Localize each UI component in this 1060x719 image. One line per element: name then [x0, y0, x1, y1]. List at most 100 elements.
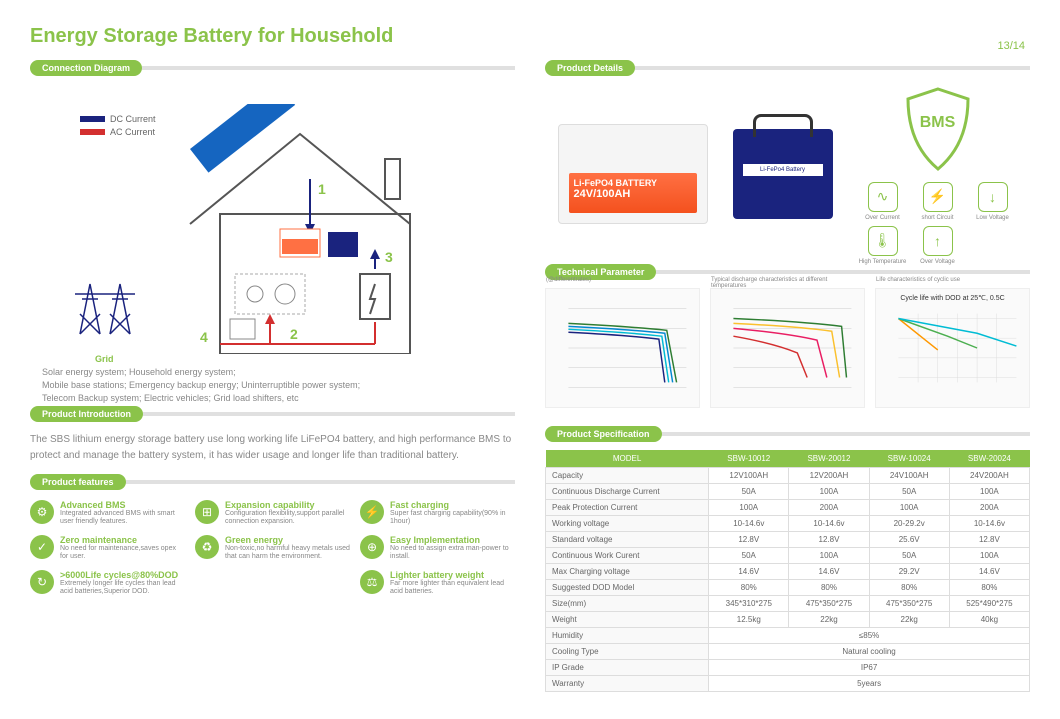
bms-icon-item: 🌡High Temperature	[858, 226, 908, 265]
feature-title: Lighter battery weight	[390, 570, 515, 580]
feature-item: ⚡Fast chargingSuper fast charging capabi…	[360, 500, 515, 527]
grid-towers-icon	[70, 274, 150, 344]
feature-desc: Super fast charging capability(90% in 1h…	[390, 510, 515, 527]
table-cell: IP67	[709, 660, 1030, 676]
table-cell: 100A	[949, 484, 1029, 500]
feature-title: Advanced BMS	[60, 500, 185, 510]
table-cell: 80%	[869, 580, 949, 596]
feature-desc: Integrated advanced BMS with smart user …	[60, 510, 185, 527]
table-cell: 12.8V	[949, 532, 1029, 548]
table-cell: 100A	[789, 484, 869, 500]
protection-icon: ↑	[923, 226, 953, 256]
table-cell: 100A	[949, 548, 1029, 564]
table-cell: 200A	[949, 500, 1029, 516]
table-header: SBW-20012	[789, 450, 869, 468]
table-cell: Weight	[546, 612, 709, 628]
legend: DC Current AC Current	[80, 114, 156, 140]
table-cell: 475*350*275	[789, 596, 869, 612]
section-spec: Product Specification	[545, 426, 1030, 442]
intro-text: The SBS lithium energy storage battery u…	[30, 432, 515, 464]
section-intro: Product Introduction	[30, 406, 515, 422]
table-cell: 525*490*275	[949, 596, 1029, 612]
page-number: 13/14	[997, 40, 1025, 52]
table-cell: Max Charging voltage	[546, 564, 709, 580]
table-cell: 22kg	[789, 612, 869, 628]
table-cell: 345*310*275	[709, 596, 789, 612]
table-cell: 50A	[709, 548, 789, 564]
table-cell: 80%	[709, 580, 789, 596]
table-cell: Peak Protection Current	[546, 500, 709, 516]
table-cell: 14.6V	[789, 564, 869, 580]
feature-icon: ↻	[30, 570, 54, 594]
icon-label: Over Current	[858, 215, 908, 221]
table-cell: Cooling Type	[546, 644, 709, 660]
bms-icon-item: ↓Low Voltage	[968, 182, 1018, 221]
section-details: Product Details	[545, 60, 1030, 76]
feature-item: ♻Green energyNon-toxic,no harmful heavy …	[195, 535, 350, 562]
section-label: Product features	[30, 474, 126, 490]
icon-label: short Circuit	[913, 215, 963, 221]
connection-diagram: DC Current AC Current 1 2 3 4	[30, 84, 515, 364]
table-cell: 12.8V	[789, 532, 869, 548]
svg-text:2: 2	[290, 326, 298, 342]
chart-rates: (@differentrates)	[545, 288, 700, 408]
table-cell: 5years	[709, 676, 1030, 692]
section-label: Connection Diagram	[30, 60, 142, 76]
feature-item: ⊕Easy ImplementationNo need to assign ex…	[360, 535, 515, 562]
protection-icon: ↓	[978, 182, 1008, 212]
section-label: Product Details	[545, 60, 635, 76]
ac-swatch	[80, 129, 105, 135]
table-cell: 12V200AH	[789, 468, 869, 484]
features-grid: ⚙Advanced BMSIntegrated advanced BMS wit…	[30, 500, 515, 596]
feature-title: Easy Implementation	[390, 535, 515, 545]
table-cell: 100A	[709, 500, 789, 516]
table-cell: Continuous Discharge Current	[546, 484, 709, 500]
protection-icon: 🌡	[868, 226, 898, 256]
section-features: Product features	[30, 474, 515, 490]
svg-text:1: 1	[318, 181, 326, 197]
feature-title: Fast charging	[390, 500, 515, 510]
feature-icon: ⊞	[195, 500, 219, 524]
bms-icon-item: ∿Over Current	[858, 182, 908, 221]
feature-icon: ⚖	[360, 570, 384, 594]
icon-label: Over Voltage	[913, 259, 963, 265]
house-svg: 1 2 3 4	[160, 104, 440, 354]
table-cell: 29.2V	[869, 564, 949, 580]
chart-temp: Typical discharge characteristics at dif…	[710, 288, 865, 408]
feature-icon: ✓	[30, 535, 54, 559]
table-cell: 24V200AH	[949, 468, 1029, 484]
page-title: Energy Storage Battery for Household	[30, 25, 1030, 48]
bms-icon-item: ↑ Over Voltage	[913, 226, 963, 265]
feature-title: Zero maintenance	[60, 535, 185, 545]
feature-item: ↻>6000Life cycles@80%DODExtremely longer…	[30, 570, 185, 597]
battery-blue: Li-FePo4 Battery	[733, 129, 833, 219]
table-cell: 12V100AH	[709, 468, 789, 484]
feature-icon: ♻	[195, 535, 219, 559]
bullets: Solar energy system; Household energy sy…	[30, 367, 515, 403]
section-label: Product Introduction	[30, 406, 143, 422]
table-cell: Capacity	[546, 468, 709, 484]
bms-shield-icon: BMS	[898, 84, 978, 174]
feature-desc: Non-toxic,no harmful heavy metals used t…	[225, 545, 350, 562]
bullet-item: Mobile base stations; Emergency backup e…	[30, 380, 515, 390]
table-cell: 40kg	[949, 612, 1029, 628]
table-cell: 475*350*275	[869, 596, 949, 612]
feature-item: ⊞Expansion capabilityConfiguration flexi…	[195, 500, 350, 527]
feature-desc: Far more lighter than equivalent lead ac…	[390, 580, 515, 597]
table-cell: 50A	[709, 484, 789, 500]
table-cell: Warranty	[546, 676, 709, 692]
grid-label: Grid	[95, 354, 114, 364]
battery-label: Li-FePO4 BATTERY 24V/100AH	[569, 173, 697, 213]
table-cell: Suggested DOD Model	[546, 580, 709, 596]
feature-title: Expansion capability	[225, 500, 350, 510]
table-cell: Standard voltage	[546, 532, 709, 548]
table-cell: 200A	[789, 500, 869, 516]
dc-label: DC Current	[110, 114, 156, 124]
table-cell: 50A	[869, 484, 949, 500]
table-cell: 10-14.6v	[709, 516, 789, 532]
table-cell: Working voltage	[546, 516, 709, 532]
table-cell: IP Grade	[546, 660, 709, 676]
spec-table: MODELSBW-10012SBW-20012SBW-10024SBW-2002…	[545, 450, 1030, 692]
feature-item: ⚙Advanced BMSIntegrated advanced BMS wit…	[30, 500, 185, 527]
table-cell: 24V100AH	[869, 468, 949, 484]
